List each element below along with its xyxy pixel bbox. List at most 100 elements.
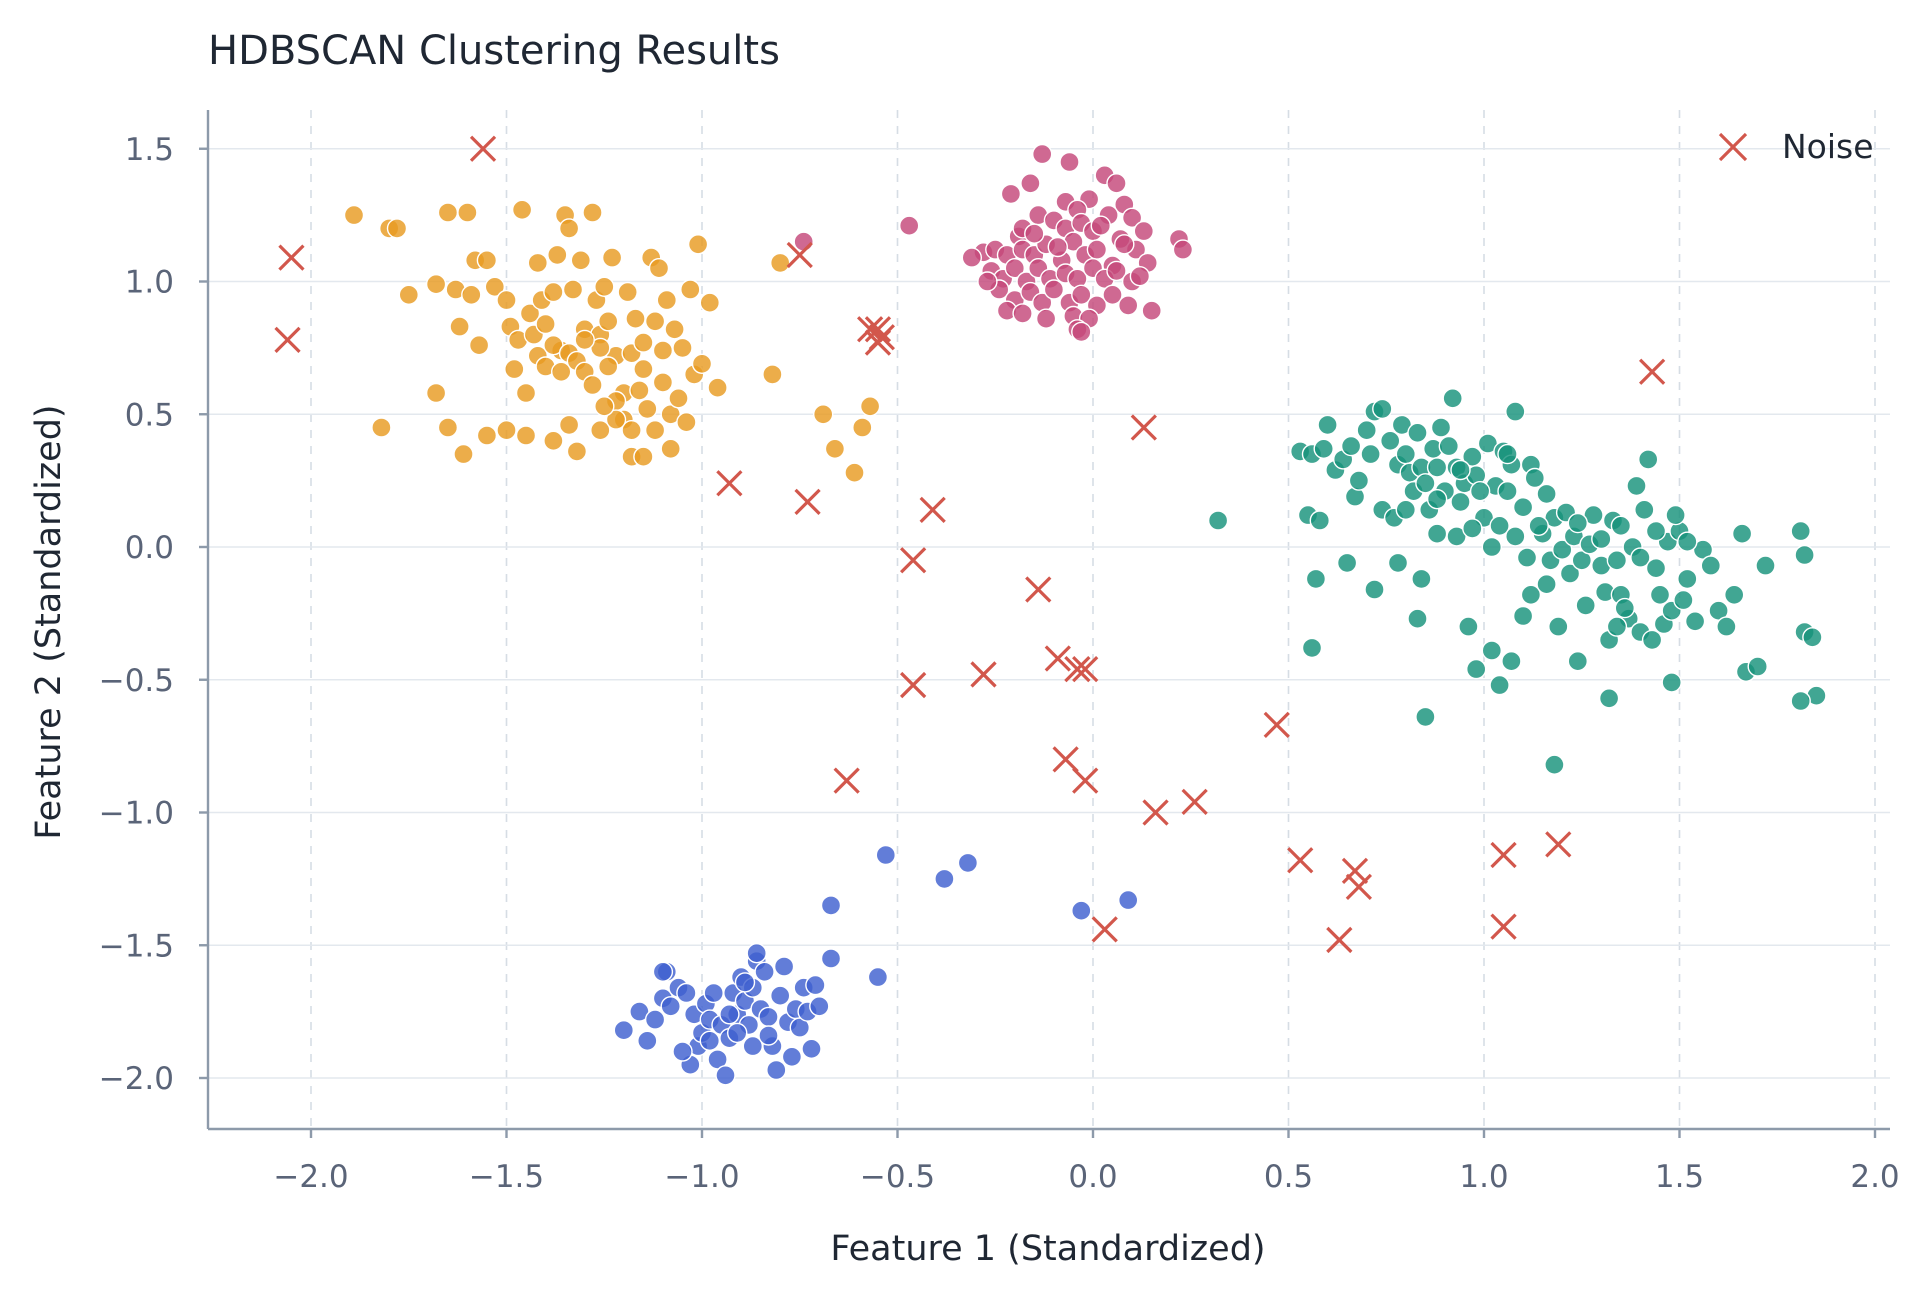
cluster-point: [691, 353, 713, 374]
cluster-point: [1481, 640, 1503, 661]
noise-point: [856, 316, 884, 343]
cluster-point: [425, 274, 447, 295]
cluster-point: [1661, 672, 1682, 693]
chart-title: HDBSCAN Clustering Results: [208, 28, 780, 74]
noise-point: [794, 488, 821, 515]
cluster-point: [519, 303, 541, 324]
cluster-point: [1336, 552, 1358, 574]
cluster-point: [543, 430, 564, 451]
cluster-point: [613, 1019, 634, 1041]
cluster-point: [476, 425, 498, 446]
cluster-point: [1505, 401, 1526, 422]
cluster-point: [625, 308, 646, 329]
cluster-point: [1598, 688, 1620, 709]
cluster-point: [637, 398, 658, 420]
cluster-point: [1747, 656, 1768, 677]
cluster-point: [582, 374, 603, 396]
cluster-point: [461, 284, 482, 305]
cluster-point: [582, 202, 603, 223]
cluster-point: [633, 358, 654, 380]
noise-point: [900, 547, 927, 574]
cluster-point: [562, 279, 584, 300]
cluster-point: [468, 335, 490, 356]
noise-point: [1490, 841, 1517, 869]
cluster-point: [425, 382, 447, 404]
cluster-point: [1407, 422, 1428, 443]
cluster-point: [515, 382, 537, 404]
cluster-point: [1610, 515, 1632, 536]
cluster-point: [793, 231, 814, 252]
cluster-point: [1004, 258, 1025, 279]
cluster-point: [1372, 398, 1393, 420]
cluster-point: [1356, 420, 1377, 441]
cluster-point: [551, 361, 572, 382]
cluster-point: [1415, 473, 1436, 494]
cluster-series-4: [613, 844, 1139, 1086]
noise-series: [274, 135, 1666, 954]
cluster-point: [676, 982, 697, 1004]
cluster-point: [648, 258, 670, 279]
noise-point: [1287, 847, 1314, 874]
cluster-point: [1548, 616, 1569, 637]
cluster-point: [1665, 504, 1686, 526]
cluster-point: [1512, 605, 1534, 627]
cluster-point: [598, 311, 619, 332]
noise-point: [864, 316, 892, 343]
cluster-point: [437, 202, 459, 223]
cluster-point: [453, 443, 474, 465]
cluster-point: [1481, 536, 1503, 558]
cluster-point: [1677, 531, 1698, 552]
cluster-point: [547, 244, 568, 266]
cluster-point: [1524, 467, 1546, 489]
cluster-point: [867, 966, 889, 988]
cluster-point: [644, 1009, 666, 1030]
cluster-point: [1395, 499, 1417, 520]
cluster-point: [1071, 321, 1092, 343]
cluster-point: [535, 313, 556, 335]
y-tick-label: 0.0: [125, 530, 174, 566]
y-tick-label: −1.5: [99, 928, 174, 964]
cluster-point: [1317, 414, 1338, 436]
cluster-point: [594, 276, 615, 297]
cluster-point: [496, 289, 517, 311]
x-tick-label: −2.0: [273, 1159, 348, 1195]
cluster-point: [398, 284, 419, 305]
cluster-point: [476, 250, 498, 271]
cluster-point: [660, 996, 681, 1017]
noise-point: [469, 135, 497, 162]
cluster-point: [766, 1059, 787, 1081]
cluster-point: [852, 417, 873, 438]
cluster-point: [633, 332, 654, 353]
cluster-point: [1794, 544, 1815, 566]
cluster-point: [1520, 584, 1542, 605]
cluster-point: [1071, 900, 1092, 921]
cluster-point: [656, 289, 677, 311]
cluster-point: [570, 250, 591, 271]
noise-point: [1091, 916, 1118, 943]
noise-point: [1072, 655, 1099, 683]
noise-point: [1490, 913, 1517, 940]
cluster-point: [594, 396, 615, 417]
y-tick-label: 0.5: [125, 397, 174, 433]
cluster-point: [1755, 555, 1776, 576]
x-tick-label: −1.0: [664, 1159, 739, 1195]
cluster-point: [770, 985, 791, 1006]
x-tick-label: 0.5: [1264, 1159, 1313, 1195]
cluster-point: [742, 1035, 763, 1057]
cluster-point: [1047, 236, 1069, 258]
cluster-point: [699, 1030, 720, 1052]
cluster-point: [1172, 239, 1194, 260]
cluster-point: [1684, 611, 1706, 632]
cluster-point: [1637, 449, 1659, 470]
cluster-point: [1790, 690, 1811, 712]
cluster-point: [813, 404, 834, 425]
cluster-point: [1790, 520, 1811, 542]
cluster-point: [617, 281, 638, 303]
cluster-point: [1387, 552, 1409, 574]
cluster-point: [1731, 523, 1753, 544]
cluster-point: [758, 1006, 779, 1028]
cluster-point: [527, 252, 548, 274]
cluster-point: [1024, 223, 1045, 244]
cluster-point: [605, 409, 627, 430]
